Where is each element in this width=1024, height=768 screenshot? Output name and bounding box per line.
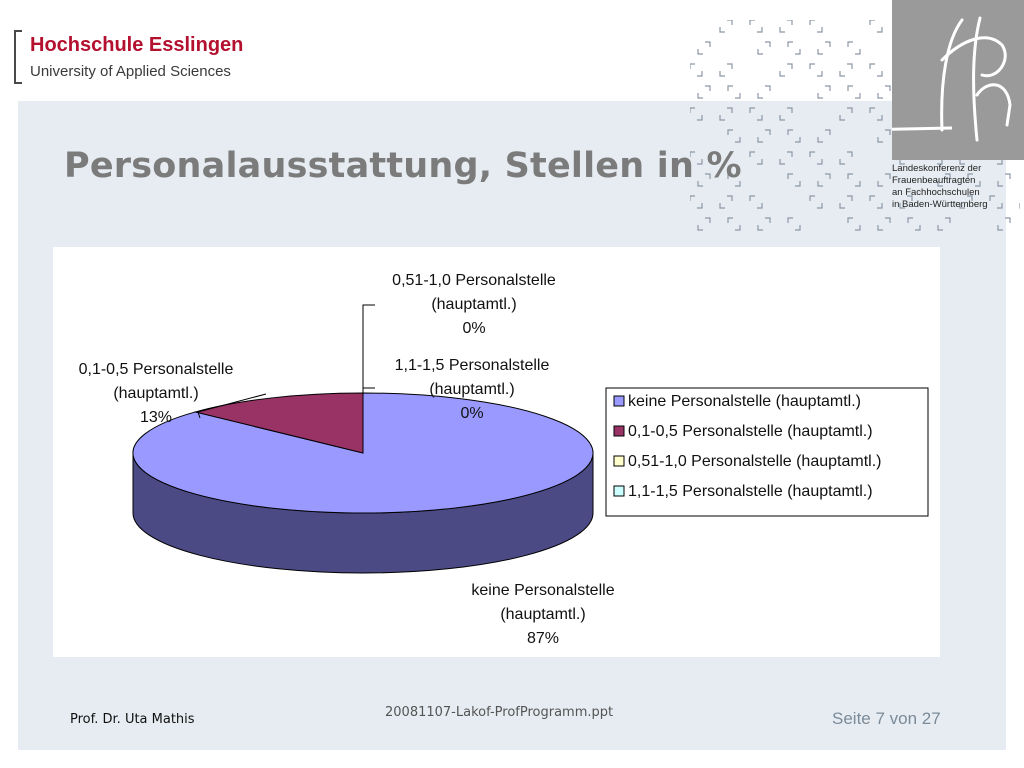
deco-bracket: [809, 63, 823, 77]
lakof-logo: [851, 0, 1024, 160]
deco-bracket: [690, 63, 703, 77]
deco-bracket: [877, 129, 891, 143]
deco-bracket: [997, 173, 1011, 187]
deco-bracket: [727, 129, 741, 143]
deco-bracket: [817, 173, 831, 187]
slice-label-0: keine Personalstelle (hauptamtl.) 87%: [471, 582, 614, 647]
deco-bracket: [937, 173, 951, 187]
logo-subtitle: University of Applied Sciences: [30, 63, 231, 80]
deco-bracket: [697, 41, 711, 55]
legend-swatch-0: [613, 395, 625, 407]
deco-bracket: [809, 20, 823, 33]
deco-bracket: [817, 129, 831, 143]
deco-bracket: [847, 85, 861, 99]
deco-bracket: [877, 85, 891, 99]
deco-bracket: [839, 107, 853, 121]
deco-bracket: [719, 63, 733, 77]
lakof-monogram: [851, 16, 1012, 142]
deco-bracket: [719, 195, 733, 209]
legend-swatch-2: [613, 455, 625, 467]
deco-bracket: [779, 151, 793, 165]
deco-bracket: [690, 107, 703, 121]
deco-bracket: [869, 195, 883, 209]
deco-bracket: [727, 85, 741, 99]
deco-bracket: [817, 85, 831, 99]
deco-bracket: [749, 107, 763, 121]
slide-title: Personalausstattung, Stellen in %: [64, 146, 742, 186]
deco-bracket: [719, 107, 733, 121]
pie-slice-1: [193, 392, 364, 454]
legend-entry-3: 1,1-1,5 Personalstelle (hauptamtl.): [628, 483, 873, 500]
deco-bracket: [937, 217, 951, 231]
slice-label-3: 1,1-1,5 Personalstelle (hauptamtl.) 0%: [395, 357, 550, 422]
deco-bracket: [690, 195, 703, 209]
deco-bracket: [779, 20, 793, 33]
legend-entry-1: 0,1-0,5 Personalstelle (hauptamtl.): [628, 423, 873, 440]
legend-box: [605, 387, 929, 517]
deco-bracket: [869, 20, 883, 33]
deco-bracket: [989, 195, 1003, 209]
deco-bracket: [787, 173, 801, 187]
chart-area: keine Personalstelle (hauptamtl.) 87% 0,1-0…: [53, 247, 940, 657]
deco-bracket: [727, 217, 741, 231]
leader-line-2: [362, 304, 375, 393]
deco-bracket: [899, 195, 913, 209]
footer-page-number: Seite 7 von 27: [832, 709, 941, 728]
deco-bracket: [839, 151, 853, 165]
deco-bracket: [869, 107, 883, 121]
deco-bracket: [869, 63, 883, 77]
deco-bracket: [959, 195, 973, 209]
footer-author: Prof. Dr. Uta Mathis: [70, 712, 195, 727]
deco-bracket: [997, 217, 1011, 231]
legend-entry-2: 0,51-1,0 Personalstelle (hauptamtl.): [628, 453, 881, 470]
deco-bracket: [697, 217, 711, 231]
deco-bracket: [749, 195, 763, 209]
deco-bracket: [809, 151, 823, 165]
deco-bracket: [757, 129, 771, 143]
deco-bracket: [967, 173, 981, 187]
deco-bracket: [697, 85, 711, 99]
logo-bracket: [14, 30, 22, 84]
logo-name: Hochschule Esslingen: [30, 34, 244, 56]
deco-bracket: [839, 63, 853, 77]
decorative-bracket-pattern: [690, 20, 1020, 231]
deco-bracket: [847, 217, 861, 231]
legend-swatch-3: [613, 485, 625, 497]
deco-bracket: [757, 85, 771, 99]
deco-bracket: [847, 41, 861, 55]
leader-line-1: [197, 393, 267, 419]
slice-label-2: 0,51-1,0 Personalstelle (hauptamtl.) 0%: [392, 272, 556, 337]
deco-bracket: [817, 41, 831, 55]
deco-bracket: [779, 63, 793, 77]
deco-bracket: [697, 173, 711, 187]
leader-line-3: [362, 387, 375, 393]
chart-legend: keine Personalstelle (hauptamtl.) 0,1-0,5…: [605, 387, 929, 517]
deco-bracket: [907, 217, 921, 231]
deco-bracket: [719, 20, 733, 33]
slice-label-1: 0,1-0,5 Personalstelle (hauptamtl.) 13%: [79, 361, 234, 426]
legend-swatch-1: [613, 425, 625, 437]
deco-bracket: [749, 151, 763, 165]
pie-slice-0: [132, 392, 594, 514]
deco-bracket: [757, 217, 771, 231]
footer-filename: 20081107-Lakof-ProfProgramm.ppt: [385, 705, 614, 720]
deco-bracket: [877, 173, 891, 187]
deco-bracket: [727, 173, 741, 187]
deco-bracket: [779, 107, 793, 121]
pie-chart: keine Personalstelle (hauptamtl.) 87% 0,1-0…: [79, 272, 929, 647]
legend-entry-0: keine Personalstelle (hauptamtl.): [628, 393, 861, 410]
deco-bracket: [690, 151, 703, 165]
deco-bracket: [757, 41, 771, 55]
lakof-text: Landeskonferenz der Frauenbeauftragten a…: [892, 163, 988, 210]
deco-bracket: [877, 217, 891, 231]
deco-bracket: [787, 217, 801, 231]
deco-bracket: [847, 173, 861, 187]
deco-bracket: [809, 195, 823, 209]
deco-bracket: [787, 41, 801, 55]
deco-bracket: [749, 20, 763, 33]
deco-bracket: [787, 129, 801, 143]
deco-bracket: [839, 195, 853, 209]
